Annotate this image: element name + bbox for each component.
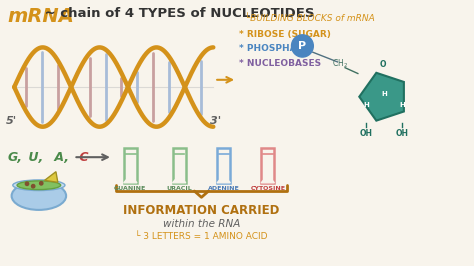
Text: * PHOSPHATE: * PHOSPHATE	[239, 44, 309, 53]
Text: * RIBOSE (SUGAR): * RIBOSE (SUGAR)	[239, 30, 331, 39]
Text: U,: U,	[24, 151, 44, 164]
Text: ADENINE: ADENINE	[208, 186, 239, 191]
Text: ~ chain of 4 TYPES of NUCLEOTIDES: ~ chain of 4 TYPES of NUCLEOTIDES	[40, 7, 315, 20]
Circle shape	[40, 182, 43, 185]
Text: OH: OH	[395, 128, 409, 138]
FancyBboxPatch shape	[173, 148, 186, 183]
Polygon shape	[173, 175, 186, 183]
Circle shape	[292, 35, 313, 57]
Ellipse shape	[12, 182, 66, 210]
Polygon shape	[359, 73, 404, 121]
Polygon shape	[217, 175, 230, 183]
Text: CYTOSINE: CYTOSINE	[250, 186, 285, 191]
Text: URACIL: URACIL	[166, 186, 192, 191]
Text: mRNA: mRNA	[7, 7, 74, 26]
Circle shape	[26, 182, 29, 185]
Text: INFORMATION CARRIED: INFORMATION CARRIED	[123, 204, 280, 217]
Text: 5': 5'	[6, 116, 17, 126]
Ellipse shape	[17, 181, 61, 190]
Text: O: O	[380, 60, 386, 69]
Polygon shape	[45, 172, 58, 182]
Text: G,: G,	[7, 151, 22, 164]
FancyBboxPatch shape	[124, 148, 137, 183]
Text: P: P	[298, 41, 307, 51]
Text: H: H	[363, 102, 369, 109]
Text: H: H	[381, 91, 387, 97]
FancyBboxPatch shape	[261, 148, 274, 183]
Text: C: C	[75, 151, 89, 164]
Text: GUANINE: GUANINE	[114, 186, 146, 191]
Text: H: H	[399, 102, 405, 109]
Text: CH$_2$: CH$_2$	[332, 58, 348, 70]
Text: └ 3 LETTERS = 1 AMINO ACID: └ 3 LETTERS = 1 AMINO ACID	[135, 232, 268, 241]
Text: OH: OH	[359, 128, 373, 138]
Text: └BUILDING BLOCKS of mRNA: └BUILDING BLOCKS of mRNA	[239, 14, 375, 23]
FancyBboxPatch shape	[217, 148, 230, 183]
Text: 3': 3'	[210, 116, 220, 126]
Text: within the RNA: within the RNA	[163, 219, 240, 228]
Polygon shape	[261, 175, 274, 183]
Text: * NUCLEOBASES: * NUCLEOBASES	[239, 59, 321, 68]
Ellipse shape	[13, 180, 65, 190]
Text: A,: A,	[50, 151, 69, 164]
Polygon shape	[124, 175, 137, 183]
Circle shape	[32, 185, 35, 188]
